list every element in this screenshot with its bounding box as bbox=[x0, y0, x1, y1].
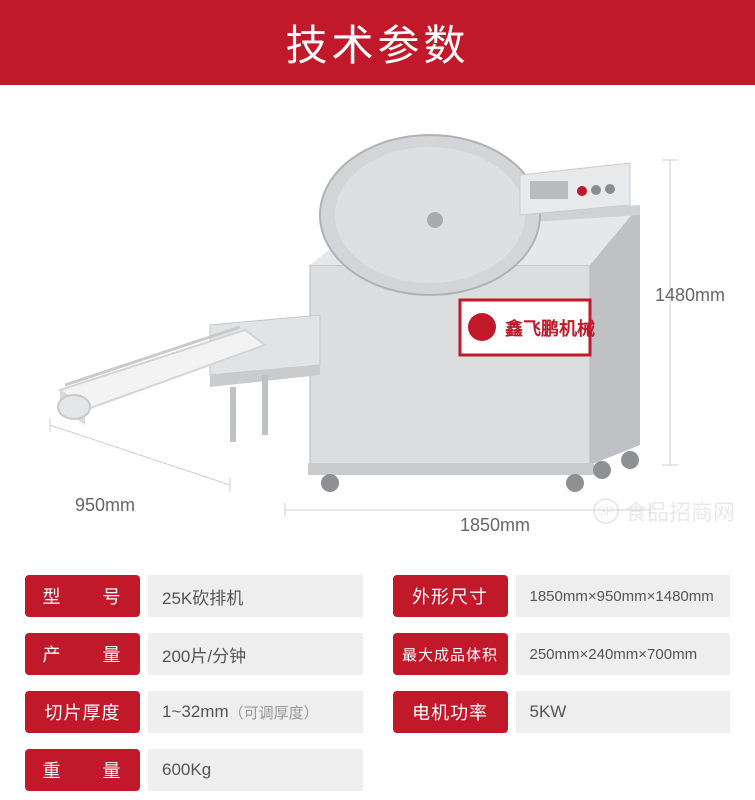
spec-value-power: 5KW bbox=[516, 691, 731, 733]
diagram-area: 鑫飞鹏机械 1480mm 1850mm 950mm bbox=[0, 85, 755, 565]
header-band: 技术参数 bbox=[0, 0, 755, 85]
spec-row: 最大成品体积 250mm×240mm×700mm bbox=[393, 633, 731, 675]
dimension-length-label: 1850mm bbox=[460, 515, 530, 536]
spec-label-model: 型 号 bbox=[25, 575, 140, 617]
spec-row: 外形尺寸 1850mm×950mm×1480mm bbox=[393, 575, 731, 617]
spec-value-dimensions: 1850mm×950mm×1480mm bbox=[516, 575, 731, 617]
dimension-width-label: 950mm bbox=[75, 495, 135, 516]
spec-column-left: 型 号 25K砍排机 产 量 200片/分钟 切片厚度 1~32mm （可调厚度… bbox=[25, 575, 363, 791]
spec-column-right: 外形尺寸 1850mm×950mm×1480mm 最大成品体积 250mm×24… bbox=[393, 575, 731, 791]
spec-row: 型 号 25K砍排机 bbox=[25, 575, 363, 617]
spec-section: 型 号 25K砍排机 产 量 200片/分钟 切片厚度 1~32mm （可调厚度… bbox=[0, 575, 755, 791]
spec-value-maxproduct: 250mm×240mm×700mm bbox=[516, 633, 731, 675]
machine-illustration: 鑫飞鹏机械 bbox=[30, 115, 690, 535]
spec-label-weight: 重 量 bbox=[25, 749, 140, 791]
watermark-logo-icon: SP bbox=[593, 498, 619, 524]
spec-row: 产 量 200片/分钟 bbox=[25, 633, 363, 675]
spec-label-thickness: 切片厚度 bbox=[25, 691, 140, 733]
spec-label-maxproduct: 最大成品体积 bbox=[393, 633, 508, 675]
spec-label-power: 电机功率 bbox=[393, 691, 508, 733]
spec-value-weight: 600Kg bbox=[148, 749, 363, 791]
spec-value-output: 200片/分钟 bbox=[148, 633, 363, 675]
page-title: 技术参数 bbox=[285, 12, 469, 73]
spec-row: 重 量 600Kg bbox=[25, 749, 363, 791]
spec-row: 切片厚度 1~32mm （可调厚度） bbox=[25, 691, 363, 733]
spec-value-model: 25K砍排机 bbox=[148, 575, 363, 617]
watermark-text: 食品招商网 bbox=[625, 495, 735, 527]
spec-value-thickness-hint: （可调厚度） bbox=[229, 702, 319, 723]
spec-label-output: 产 量 bbox=[25, 633, 140, 675]
spec-row: 电机功率 5KW bbox=[393, 691, 731, 733]
spec-value-thickness-main: 1~32mm bbox=[162, 702, 229, 722]
dimension-height-label: 1480mm bbox=[655, 285, 725, 306]
spec-label-dimensions: 外形尺寸 bbox=[393, 575, 508, 617]
brand-plate-text: 鑫飞鹏机械 bbox=[504, 318, 595, 339]
spec-value-thickness: 1~32mm （可调厚度） bbox=[148, 691, 363, 733]
watermark: SP 食品招商网 bbox=[593, 495, 735, 527]
